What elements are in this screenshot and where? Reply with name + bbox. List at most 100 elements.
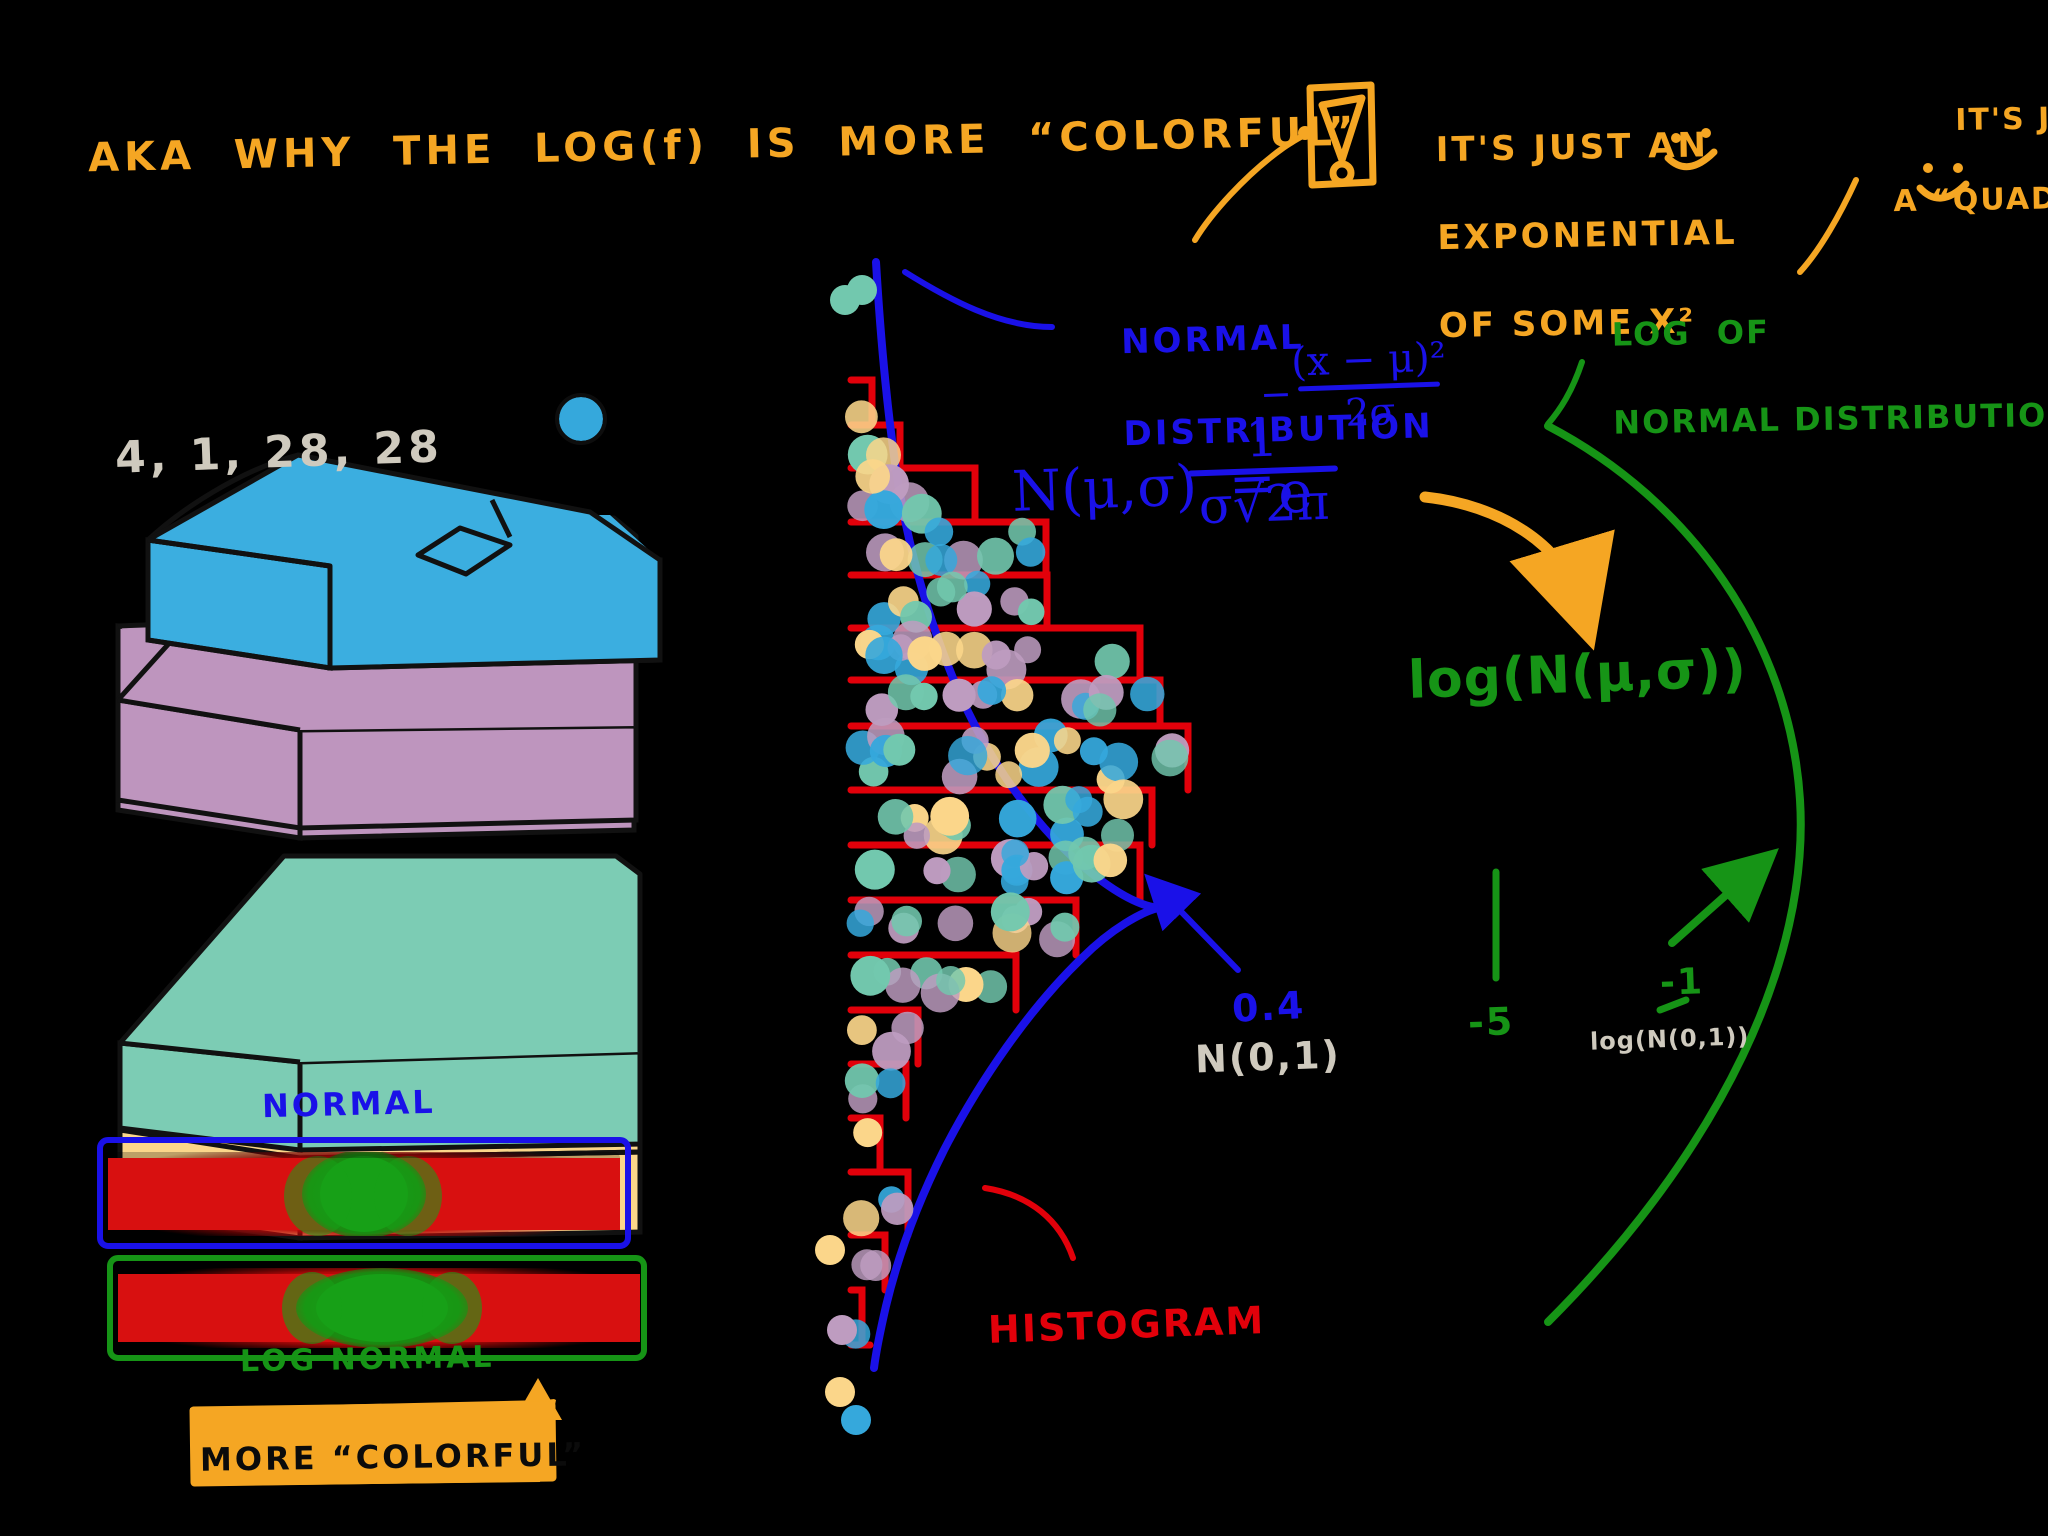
sample-dot [936, 966, 966, 996]
sample-dot [1072, 796, 1103, 827]
callout-quadratic-line2: A “QUADRATIC” [1893, 178, 2048, 220]
sample-dot [995, 761, 1023, 789]
label-peak-value: 0.4 [1230, 983, 1307, 1031]
sample-dot [846, 909, 874, 937]
sample-dot [825, 1377, 855, 1407]
sample-dot [879, 538, 913, 572]
callout-quadratic: IT'S JUST A “QUADRATIC” [1841, 57, 2048, 263]
slab-blue [145, 452, 663, 671]
sample-dot [942, 678, 976, 712]
sample-dot [883, 733, 916, 766]
label-more-colorful: MORE “COLORFUL” [199, 1435, 587, 1479]
sample-dot [956, 591, 992, 627]
sample-dot [865, 636, 903, 674]
sample-dot [977, 676, 1007, 705]
sample-dot [864, 490, 904, 529]
sample-dot [974, 970, 1008, 1004]
callout-exponential-line1: IT'S JUST AN [1435, 125, 1710, 171]
sample-dot [1014, 732, 1050, 769]
sample-dot [875, 1068, 906, 1099]
sample-dot [1099, 742, 1139, 782]
sample-dot [903, 822, 930, 849]
smiley-face-icon-quadratic [1916, 163, 1970, 202]
sample-dot [964, 570, 991, 598]
sample-dot [860, 1250, 892, 1281]
sample-dot [923, 857, 951, 885]
strip-lognormal-fill [118, 1268, 640, 1348]
sample-dot [1050, 912, 1080, 942]
sample-dot [844, 1063, 880, 1098]
sample-dot [891, 905, 922, 937]
sample-dot [981, 640, 1011, 670]
sample-dot [924, 517, 954, 547]
sample-dot [845, 400, 878, 434]
formula-lhs: N(μ,σ) [1010, 453, 1199, 525]
smiley-face-icon-exponential [1664, 128, 1718, 171]
strip-lognormal-border [107, 1255, 647, 1361]
sample-dot [1101, 818, 1134, 852]
label-tick-minus-one: -1 [1659, 961, 1705, 1004]
sample-dot [910, 682, 938, 711]
leader-dot [1298, 126, 1312, 140]
tick-mark-minus-one [1656, 996, 1690, 1014]
sample-dot [847, 275, 877, 305]
sample-dot [1053, 727, 1081, 755]
sample-dot [1130, 676, 1165, 712]
sample-dot [925, 544, 958, 576]
sample-dot [1017, 598, 1045, 626]
leader-line-normal-distribution [902, 269, 1055, 330]
sample-dot [847, 1015, 877, 1045]
sample-dot [936, 571, 968, 603]
sample-dot [865, 693, 899, 726]
sample-dot [1015, 537, 1046, 567]
sample-dot-marker [559, 397, 603, 441]
sample-dot [1001, 839, 1029, 867]
label-strip-normal: NORMAL [261, 1082, 437, 1126]
label-log-of-normal: LOG OF NORMAL DISTRIBUTION [1558, 261, 2048, 490]
sample-dot [827, 1315, 857, 1345]
sample-dot [998, 799, 1037, 838]
sample-dot [855, 459, 890, 494]
label-log-expression: log(N(μ,σ)) [1407, 639, 1748, 711]
sample-dot [843, 1200, 880, 1237]
formula-exponent-numerator: (x − μ)² [1290, 334, 1447, 386]
formula-exponent-denominator: 2σ [1344, 389, 1397, 435]
strip-normal-fill [108, 1152, 620, 1236]
label-tick-minus-five: -5 [1467, 999, 1515, 1045]
sample-dot [930, 796, 970, 836]
sample-dot [885, 967, 921, 1003]
sample-dot [937, 905, 974, 942]
sample-dot [850, 955, 891, 996]
sample-dot [1151, 739, 1189, 777]
callout-quadratic-line1: IT'S JUST [1954, 100, 2048, 139]
arrow-log-transform [1419, 491, 1615, 651]
callout-exponential-line2: EXPONENTIAL [1437, 212, 1738, 259]
sample-dot [1103, 779, 1144, 820]
sample-dot [877, 799, 914, 835]
label-log-axis-caption: log(N(0,1)) [1589, 1022, 1750, 1056]
sample-dot [1014, 636, 1042, 664]
sample-dot [1083, 693, 1117, 727]
sample-dot [929, 631, 964, 667]
label-normal-distribution-line1: NORMAL [1120, 317, 1306, 363]
sample-dot [948, 736, 988, 776]
formula-exponent-sign: − [1259, 371, 1293, 417]
label-distribution-name: N(0,1) [1194, 1032, 1342, 1082]
sample-dot [853, 1118, 883, 1148]
arrow-to-log-curve [1668, 848, 1779, 947]
leader-line-histogram [982, 1185, 1076, 1261]
leader-line-peak [1144, 873, 1241, 973]
histogram-outline [847, 376, 1192, 1349]
log-normal-curve [1544, 422, 1805, 1326]
formula-exp-base: e [1276, 457, 1314, 527]
sample-dot [1093, 843, 1128, 878]
tensor-cell-highlight [415, 498, 513, 577]
sample-dot [1094, 643, 1130, 680]
leader-line-log-normal [1545, 359, 1585, 427]
formula-denominator: σ√2π [1197, 472, 1331, 536]
slab-teal [117, 853, 643, 1153]
sample-dot [854, 849, 895, 890]
